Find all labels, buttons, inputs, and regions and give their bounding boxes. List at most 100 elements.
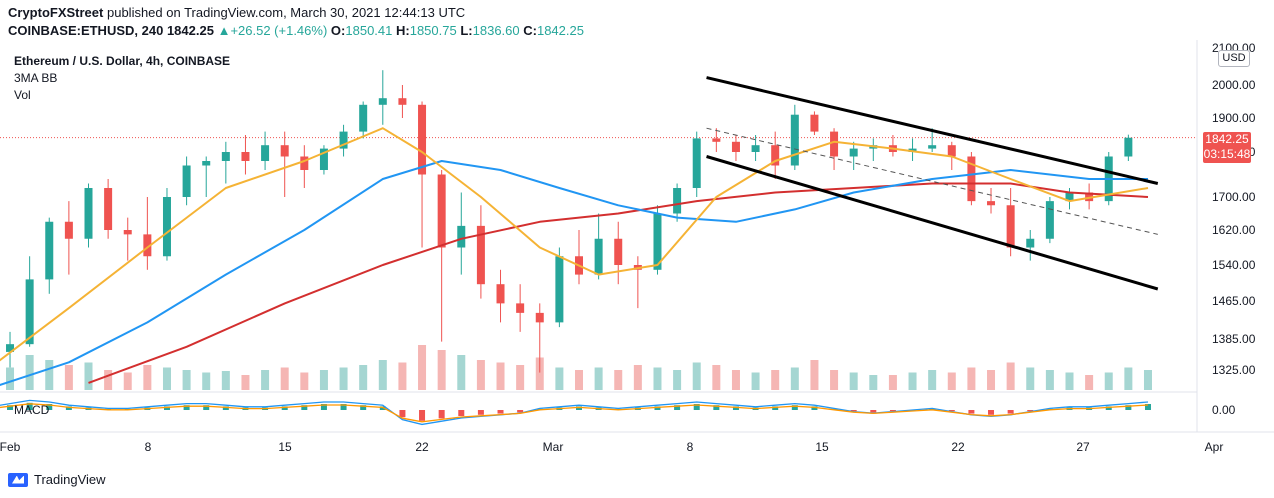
candle-body bbox=[280, 145, 289, 157]
macd-bar bbox=[163, 406, 170, 410]
macd-bar bbox=[399, 410, 406, 418]
macd-bar bbox=[65, 406, 72, 410]
candle-body bbox=[1065, 192, 1074, 202]
macd-bar bbox=[674, 405, 681, 410]
high-label: H: bbox=[396, 23, 410, 38]
candle bbox=[143, 197, 152, 270]
volume-bar bbox=[6, 367, 15, 390]
currency-badge[interactable]: USD bbox=[1218, 50, 1250, 67]
macd-bar bbox=[889, 410, 896, 412]
macd-bar bbox=[1027, 410, 1034, 412]
candle bbox=[476, 205, 485, 299]
candle-body bbox=[692, 138, 701, 188]
volume-bar bbox=[1045, 370, 1054, 390]
y-tick-label: 1700.00 bbox=[1212, 190, 1256, 204]
macd-bar bbox=[281, 406, 288, 410]
high-value: 1850.75 bbox=[409, 23, 457, 38]
y-tick-label: 1620.00 bbox=[1212, 223, 1256, 237]
candle-body bbox=[378, 98, 387, 105]
volume-bar bbox=[84, 362, 93, 390]
volume-bar bbox=[535, 357, 544, 390]
volume-bar bbox=[1143, 370, 1152, 390]
volume-bar bbox=[555, 367, 564, 390]
candle bbox=[84, 183, 93, 248]
candle-body bbox=[849, 148, 858, 157]
candle bbox=[928, 128, 937, 152]
volume-bar bbox=[45, 360, 54, 390]
volume-bar bbox=[437, 350, 446, 390]
candle-body bbox=[673, 188, 682, 214]
y-tick-label: 1385.00 bbox=[1212, 332, 1256, 346]
candle bbox=[594, 213, 603, 280]
volume-bar bbox=[398, 362, 407, 390]
macd-label[interactable]: MACD bbox=[14, 403, 50, 417]
volume-bar bbox=[123, 372, 132, 390]
candle bbox=[535, 303, 544, 373]
volume-bar bbox=[300, 372, 309, 390]
candle bbox=[64, 201, 73, 275]
candle-body bbox=[359, 104, 368, 132]
candle-body bbox=[731, 141, 740, 152]
macd-bar bbox=[1125, 405, 1132, 410]
tradingview-logo[interactable]: TradingView bbox=[8, 472, 106, 487]
candle bbox=[104, 179, 113, 239]
candle-body bbox=[1045, 201, 1054, 239]
macd-bar bbox=[693, 404, 700, 410]
volume-bar bbox=[1026, 367, 1035, 390]
publish-header: CryptoFXStreet published on TradingView.… bbox=[8, 5, 465, 20]
volume-bar bbox=[221, 371, 230, 390]
candle-body bbox=[653, 213, 662, 270]
candle bbox=[339, 124, 348, 157]
low-value: 1836.60 bbox=[472, 23, 520, 38]
ma-slow-line bbox=[88, 182, 1149, 384]
candle-body bbox=[535, 312, 544, 323]
candle bbox=[869, 138, 878, 161]
volume-bar bbox=[790, 367, 799, 390]
macd-bar bbox=[732, 406, 739, 410]
open-label: O: bbox=[330, 23, 346, 38]
y-tick-label: 1900.00 bbox=[1212, 111, 1256, 125]
candle-body bbox=[162, 197, 171, 257]
macd-signal-line bbox=[0, 403, 1149, 423]
candle bbox=[908, 138, 917, 161]
candle bbox=[123, 217, 132, 261]
x-tick-label: 15 bbox=[278, 440, 292, 454]
price-change: +26.52 (+1.46%) bbox=[230, 23, 328, 38]
candle-body bbox=[221, 152, 230, 161]
volume-bar bbox=[339, 367, 348, 390]
x-tick-label: Mar bbox=[543, 440, 564, 454]
candle bbox=[653, 205, 662, 275]
volume-bar bbox=[143, 365, 152, 390]
candle bbox=[437, 170, 446, 342]
candle bbox=[202, 156, 211, 197]
brand-name: TradingView bbox=[34, 472, 106, 487]
volume-bar bbox=[751, 372, 760, 390]
x-tick-label: 15 bbox=[815, 440, 829, 454]
symbol-label: COINBASE:ETHUSD, 240 bbox=[8, 23, 164, 38]
y-tick-label: 2000.00 bbox=[1212, 78, 1256, 92]
candle-body bbox=[810, 114, 819, 132]
x-tick-label: 22 bbox=[951, 440, 965, 454]
y-tick-label: 1540.00 bbox=[1212, 258, 1256, 272]
macd-bar bbox=[222, 406, 229, 410]
candle-body bbox=[967, 156, 976, 202]
candle-body bbox=[1006, 205, 1015, 248]
volume-bar bbox=[182, 370, 191, 390]
volume-bar bbox=[575, 370, 583, 390]
indicator-vol-label[interactable]: Vol bbox=[14, 88, 31, 102]
volume-bar bbox=[1065, 372, 1074, 390]
candle bbox=[398, 85, 407, 118]
volume-bars bbox=[6, 345, 1152, 390]
volume-bar bbox=[516, 365, 525, 390]
macd-bar bbox=[1007, 410, 1014, 414]
macd-bar bbox=[1144, 404, 1151, 410]
macd-bar bbox=[26, 402, 33, 410]
volume-bar bbox=[1085, 375, 1094, 390]
indicator-bb-label[interactable]: 3MA BB bbox=[14, 71, 58, 85]
candle bbox=[771, 131, 780, 179]
candle-body bbox=[84, 188, 93, 239]
macd-bar bbox=[811, 406, 818, 410]
volume-bar bbox=[673, 370, 682, 390]
candle bbox=[987, 188, 996, 214]
